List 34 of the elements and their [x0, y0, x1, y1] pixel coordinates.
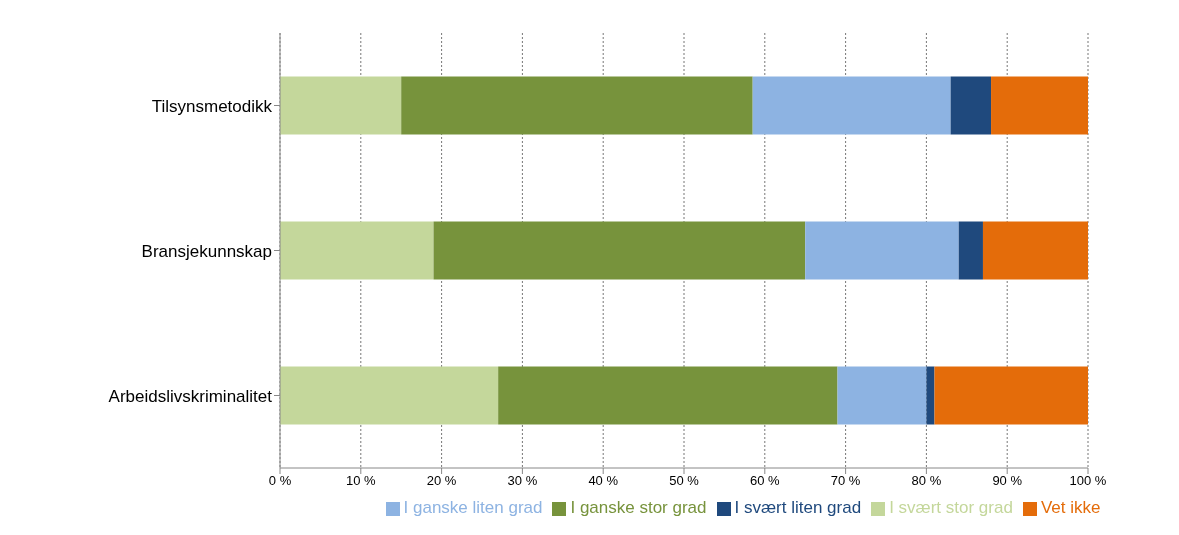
bar: [926, 366, 935, 425]
x-tick-label: 40 %: [588, 473, 619, 489]
x-tick-label: 10 %: [345, 473, 377, 489]
bar: [498, 366, 838, 425]
bar: [752, 76, 951, 135]
legend-label: I ganske stor grad: [570, 498, 707, 517]
y-tick-label: Bransjekunnskap: [141, 241, 272, 261]
x-tick-label: 70 %: [830, 473, 861, 489]
x-tick-label: 90 %: [992, 473, 1023, 489]
bar: [991, 76, 1088, 135]
x-tick-label: 0 %: [268, 473, 292, 489]
x-tick-label: 20 %: [426, 473, 457, 489]
y-tick-label: Arbeidslivskriminalitet: [108, 386, 273, 406]
legend-label: I svært liten grad: [734, 498, 862, 517]
x-tick-label: 60 %: [749, 473, 781, 489]
bar: [958, 221, 983, 280]
bar: [837, 366, 927, 425]
bar: [805, 221, 959, 280]
bar: [433, 221, 806, 280]
bar: [280, 366, 499, 425]
bar: [280, 221, 434, 280]
legend-label: Vet ikke: [1040, 498, 1101, 517]
bar: [950, 76, 992, 135]
legend-label: I svært stor grad: [889, 498, 1013, 517]
bar: [280, 76, 402, 135]
bar: [401, 76, 753, 135]
legend-label: I ganske liten grad: [403, 498, 543, 517]
x-tick-label: 30 %: [507, 473, 538, 489]
x-tick-label: 80 %: [911, 473, 942, 489]
bar: [982, 221, 1088, 280]
x-tick-label: 50 %: [669, 473, 700, 489]
y-tick-label: Tilsynsmetodikk: [151, 96, 273, 116]
x-tick-label: 100 %: [1069, 473, 1107, 489]
bar: [934, 366, 1088, 425]
